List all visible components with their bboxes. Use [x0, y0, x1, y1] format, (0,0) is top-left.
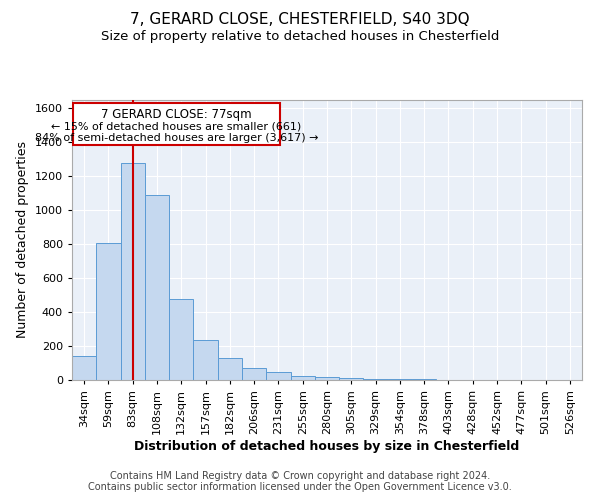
Bar [266, 372, 290, 380]
Bar [121, 163, 145, 380]
Bar [242, 368, 266, 380]
Bar [193, 340, 218, 380]
Bar [339, 378, 364, 380]
Bar [364, 379, 388, 380]
Text: ← 15% of detached houses are smaller (661): ← 15% of detached houses are smaller (66… [52, 122, 302, 132]
Bar [145, 195, 169, 380]
Bar [290, 376, 315, 380]
Bar [73, 102, 280, 145]
Bar [72, 356, 96, 380]
Bar [315, 378, 339, 380]
Text: 7, GERARD CLOSE, CHESTERFIELD, S40 3DQ: 7, GERARD CLOSE, CHESTERFIELD, S40 3DQ [130, 12, 470, 28]
Text: 84% of semi-detached houses are larger (3,617) →: 84% of semi-detached houses are larger (… [35, 133, 318, 143]
X-axis label: Distribution of detached houses by size in Chesterfield: Distribution of detached houses by size … [134, 440, 520, 452]
Text: Size of property relative to detached houses in Chesterfield: Size of property relative to detached ho… [101, 30, 499, 43]
Text: 7 GERARD CLOSE: 77sqm: 7 GERARD CLOSE: 77sqm [101, 108, 252, 121]
Text: Contains HM Land Registry data © Crown copyright and database right 2024.
Contai: Contains HM Land Registry data © Crown c… [88, 471, 512, 492]
Y-axis label: Number of detached properties: Number of detached properties [16, 142, 29, 338]
Bar [169, 298, 193, 380]
Bar [218, 358, 242, 380]
Bar [96, 242, 121, 380]
